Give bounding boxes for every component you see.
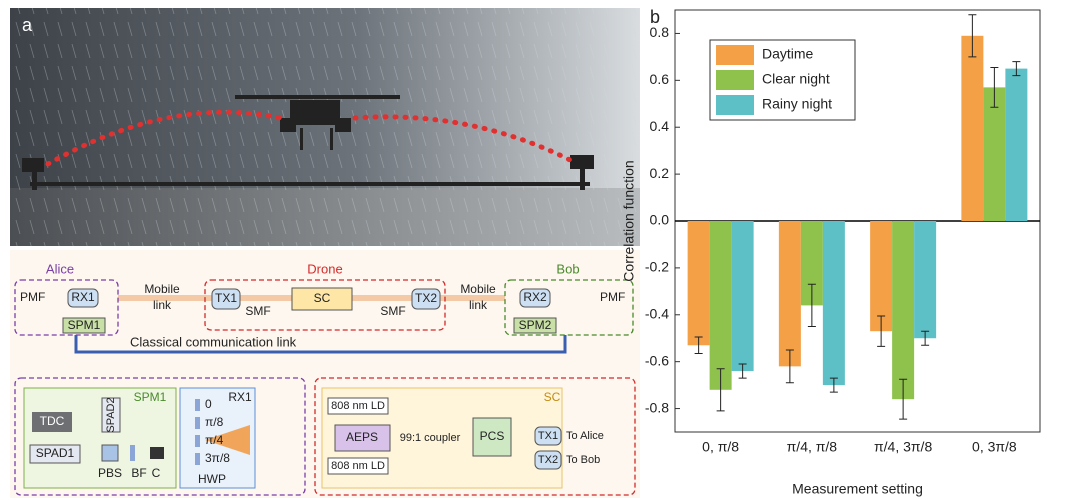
x-tick-label: π/4, 3π/8	[874, 439, 932, 455]
waveplate	[195, 399, 200, 411]
bar	[870, 221, 892, 331]
legend-swatch	[716, 45, 754, 65]
bar	[779, 221, 801, 366]
label: TX1	[215, 291, 237, 305]
x-tick-label: 0, π/8	[702, 439, 739, 455]
x-tick-label: 0, 3π/8	[972, 439, 1017, 455]
label: RX1	[228, 390, 252, 404]
bar	[892, 221, 914, 399]
waveplate	[195, 453, 200, 465]
legend-label: Rainy night	[762, 96, 832, 112]
label: link	[469, 298, 488, 312]
label: 99:1 coupler	[400, 432, 461, 444]
waveplate	[195, 435, 200, 447]
label: C	[152, 466, 161, 480]
label: PBS	[98, 466, 122, 480]
label: SC	[314, 291, 331, 305]
waveplate	[195, 417, 200, 429]
label: Mobile	[460, 282, 496, 296]
legend-swatch	[716, 70, 754, 90]
label: SPM1	[68, 318, 101, 332]
label: SPAD2	[105, 397, 117, 432]
diagram: Alice Drone Bob PMF RX1 SPM1 Mobile link…	[10, 250, 640, 498]
legend-label: Daytime	[762, 46, 814, 62]
label: TDC	[40, 414, 65, 428]
bar	[710, 221, 732, 390]
x-tick-label: π/4, π/8	[787, 439, 838, 455]
label: To Bob	[566, 454, 600, 466]
label: Alice	[46, 261, 74, 276]
label: HWP	[198, 472, 226, 486]
bar	[732, 221, 754, 371]
label: To Alice	[566, 430, 604, 442]
label: RX2	[523, 290, 547, 304]
label: TX1	[538, 430, 558, 442]
label: SPM1	[134, 390, 167, 404]
y-tick-label: -0.6	[645, 352, 669, 368]
y-tick-label: 0.6	[650, 71, 670, 87]
label: SMF	[380, 304, 405, 318]
figure: a Alice Drone Bob PMF RX1 SPM1 Mobile li…	[0, 0, 1067, 500]
label: RX1	[71, 290, 95, 304]
label: Mobile	[144, 282, 180, 296]
label: SPAD1	[36, 446, 75, 460]
label: π/8	[205, 415, 224, 429]
label: 808 nm LD	[331, 400, 385, 412]
label: Drone	[307, 261, 342, 276]
y-axis-label: Correlation function	[621, 160, 637, 281]
label: BF	[131, 466, 146, 480]
y-tick-label: 0.4	[650, 118, 670, 134]
bar	[1005, 69, 1027, 221]
collimator	[150, 447, 164, 459]
bar	[961, 36, 983, 221]
label: π/4	[205, 433, 224, 447]
rail	[30, 182, 590, 186]
bf	[130, 445, 135, 461]
label: TX2	[538, 454, 558, 466]
y-tick-label: -0.4	[645, 305, 669, 321]
panel-label: a	[22, 15, 33, 35]
photo: a	[10, 8, 640, 246]
pbs	[102, 445, 118, 461]
label: SC	[544, 390, 561, 404]
bar	[914, 221, 936, 338]
y-tick-label: 0.2	[650, 165, 670, 181]
label: 0	[205, 397, 212, 411]
label: 808 nm LD	[331, 460, 385, 472]
label: SMF	[245, 304, 270, 318]
rain	[10, 8, 640, 246]
label: TX2	[415, 291, 437, 305]
label: PCS	[480, 429, 505, 443]
y-tick-label: 0.0	[650, 212, 670, 228]
bar	[823, 221, 845, 385]
label: SPM2	[519, 318, 552, 332]
label: PMF	[600, 290, 625, 304]
label: PMF	[20, 290, 45, 304]
legend-label: Clear night	[762, 71, 830, 87]
label: AEPS	[346, 430, 378, 444]
x-axis-label: Measurement setting	[792, 481, 923, 497]
y-tick-label: -0.2	[645, 259, 669, 275]
y-tick-label: -0.8	[645, 399, 669, 415]
label: link	[153, 298, 172, 312]
label: Bob	[556, 261, 579, 276]
label: Classical communication link	[130, 334, 297, 349]
y-tick-label: 0.8	[650, 24, 670, 40]
legend-swatch	[716, 95, 754, 115]
bar	[688, 221, 710, 345]
label: 3π/8	[205, 451, 230, 465]
